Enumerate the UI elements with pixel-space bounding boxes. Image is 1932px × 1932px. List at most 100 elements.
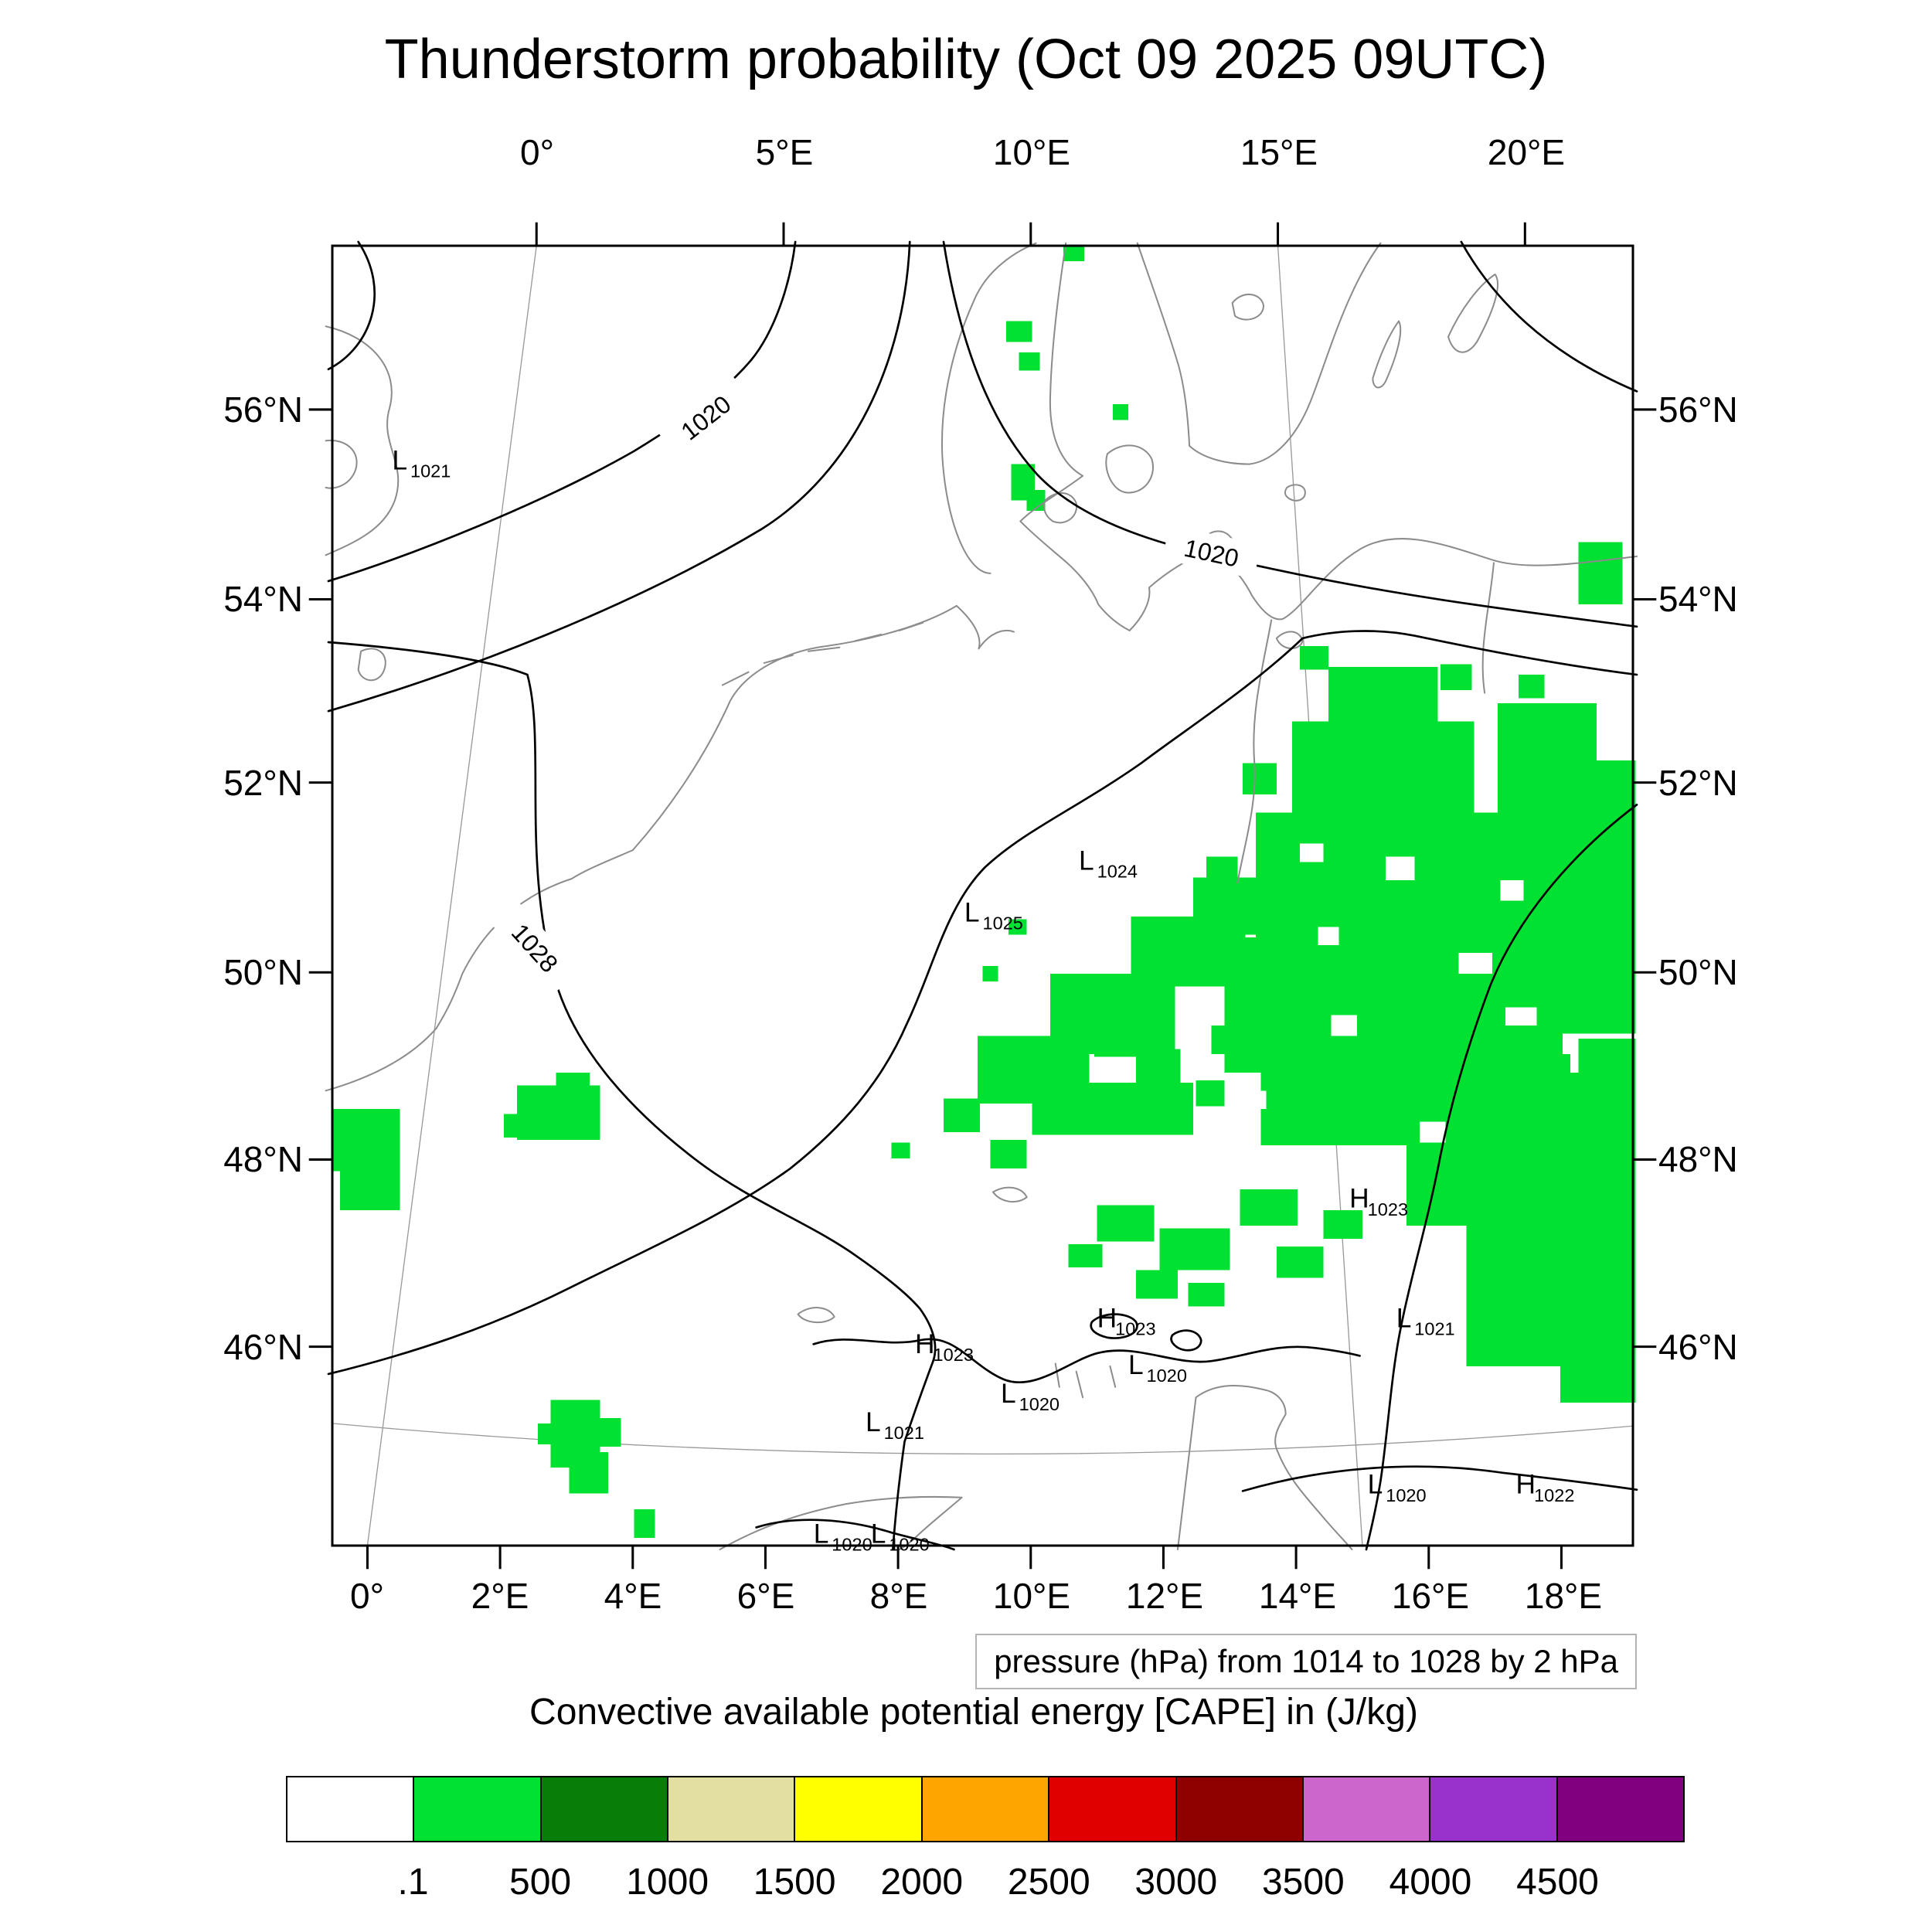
cape-shaded-cell <box>1032 1083 1194 1135</box>
isobar-1028 <box>327 641 937 1551</box>
axis-label-left: 52°N <box>223 763 303 803</box>
cape-shading <box>332 246 1636 1538</box>
pressure-center-value: 1025 <box>983 913 1023 934</box>
cape-shaded-cell <box>587 1418 621 1447</box>
cape-shaded-cell <box>1005 321 1032 342</box>
coast-stettin-lagoon <box>1275 631 1304 650</box>
cape-shaded-cell <box>1019 352 1040 371</box>
pressure-center-value: 1021 <box>1414 1319 1454 1339</box>
contour-label-box <box>491 900 580 994</box>
axis-label-right: 54°N <box>1658 579 1738 619</box>
axis-label-bottom: 8°E <box>869 1576 928 1616</box>
axis-label-right: 50°N <box>1658 952 1738 992</box>
axis-label-bottom: 4°E <box>604 1576 662 1616</box>
pressure-caption: pressure (hPa) from 1014 to 1028 by 2 hP… <box>975 1634 1637 1689</box>
colorbar-tick-label: 4000 <box>1389 1862 1472 1903</box>
colorbar-tick-label: 4500 <box>1516 1862 1599 1903</box>
alpine-lakes <box>797 1186 1117 1399</box>
coast-wadden-islands <box>721 621 924 686</box>
pressure-center-value: 1020 <box>1019 1394 1060 1414</box>
cape-shaded-cell <box>1276 1247 1324 1278</box>
cape-shaded-cell <box>1466 1210 1636 1366</box>
pressure-center-letter: L <box>871 1519 886 1549</box>
axis-label-top: 15°E <box>1240 132 1318 172</box>
cape-hole-cell <box>1500 879 1524 901</box>
pressure-center-letter: L <box>964 898 980 928</box>
colorbar-tick-label: 1500 <box>753 1862 836 1903</box>
pressure-center-letter: L <box>1128 1350 1144 1380</box>
cape-shaded-cell <box>1159 1228 1230 1270</box>
axis-label-bottom: 2°E <box>471 1576 529 1616</box>
cape-shaded-cell <box>1323 1210 1362 1240</box>
pressure-center-letter: H <box>1516 1470 1536 1500</box>
pressure-center-letter: L <box>1001 1379 1016 1409</box>
colorbar-cell <box>667 1776 796 1842</box>
isobar-south <box>1241 1465 1638 1492</box>
pressure-center-letter: L <box>1396 1303 1412 1333</box>
cape-shaded-cell <box>1406 1072 1636 1226</box>
contour-label-box <box>657 374 753 460</box>
cape-shaded-cell <box>556 1072 590 1097</box>
cape-shaded-cell <box>1255 812 1547 958</box>
axis-label-right: 46°N <box>1658 1327 1738 1367</box>
axis-label-top: 0° <box>520 132 554 172</box>
cape-shaded-cell <box>1300 646 1329 670</box>
colorbar-cell <box>1048 1776 1177 1842</box>
coast-oland-island <box>1372 320 1402 389</box>
pressure-center-value: 1020 <box>1386 1485 1426 1505</box>
pressure-center-letter: H <box>1349 1184 1369 1214</box>
cape-hole-cell <box>1505 1007 1537 1026</box>
axis-label-left: 48°N <box>223 1139 303 1179</box>
coast-bornholm-island <box>1284 484 1306 502</box>
pressure-center-letter: L <box>814 1519 829 1549</box>
coast-adriatic <box>1176 1384 1353 1551</box>
axis-label-right: 56°N <box>1658 389 1738 430</box>
cape-hole-cell <box>1386 856 1415 880</box>
cape-hole-cell <box>1419 1121 1446 1143</box>
colorbar-cell <box>1175 1776 1304 1842</box>
pressure-center-value: 1024 <box>1097 861 1138 881</box>
axis-label-bottom: 18°E <box>1524 1576 1603 1616</box>
coast-baltic-south <box>1128 538 1638 631</box>
axis-label-top: 20°E <box>1487 132 1566 172</box>
pressure-center-value: 1022 <box>1534 1485 1574 1505</box>
cape-shaded-cell <box>1240 1189 1298 1226</box>
axis-label-right: 52°N <box>1658 763 1738 803</box>
colorbar-tick-label: 2000 <box>880 1862 964 1903</box>
cape-shaded-cell <box>1560 1350 1636 1403</box>
colorbar-cell <box>1301 1776 1431 1842</box>
isobar <box>1460 240 1638 393</box>
cape-shaded-cell <box>982 965 998 982</box>
pressure-center-letter: H <box>915 1329 935 1359</box>
axis-label-bottom: 6°E <box>736 1576 795 1616</box>
cape-shaded-cell <box>1063 246 1084 262</box>
isobar-alps <box>812 1338 1361 1384</box>
colorbar-cell <box>539 1776 669 1842</box>
colorbar-cell <box>286 1776 415 1842</box>
colorbar-cell <box>1556 1776 1685 1842</box>
axis-ticks <box>308 222 1657 1570</box>
axis-label-bottom: 14°E <box>1258 1576 1337 1616</box>
coast-netherlands-germany <box>631 604 1015 852</box>
cape-shaded-cell <box>1240 968 1284 1011</box>
axis-label-right: 48°N <box>1658 1139 1738 1179</box>
lake-vanern <box>1231 294 1265 321</box>
graticule-parallel-45n <box>332 1423 1634 1455</box>
pressure-center-letter: L <box>392 445 407 475</box>
pressure-center-value: 1023 <box>1368 1199 1408 1219</box>
pressure-center-value: 1023 <box>934 1345 974 1365</box>
cape-shaded-cell <box>990 1140 1027 1169</box>
axis-label-bottom: 16°E <box>1391 1576 1470 1616</box>
cape-hole-cell <box>1331 1015 1358 1036</box>
river-oder <box>1236 619 1273 884</box>
axis-label-top: 10°E <box>992 132 1071 172</box>
isobar-closed-cells <box>1090 1313 1202 1352</box>
colorbar-title: Convective available potential energy [C… <box>529 1692 1418 1733</box>
isobar <box>327 240 376 371</box>
cape-shaded-cell <box>504 1114 533 1138</box>
pressure-center-letter: L <box>1368 1470 1383 1500</box>
cape-shaded-cell <box>1188 1283 1225 1307</box>
colorbar-tick-label: 2500 <box>1007 1862 1090 1903</box>
colorbar-cell <box>1429 1776 1558 1842</box>
cape-shaded-cell <box>537 1423 562 1444</box>
